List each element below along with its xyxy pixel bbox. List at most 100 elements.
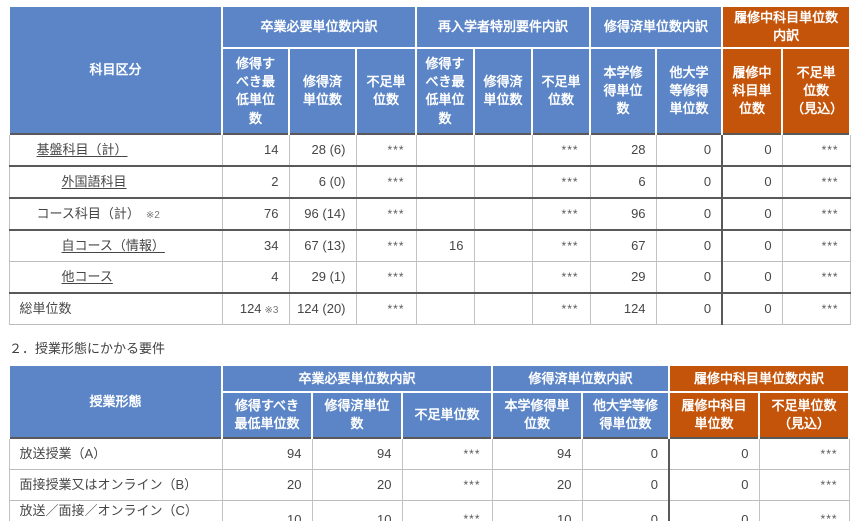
value-cell: 0 bbox=[655, 293, 723, 326]
value-cell: 67 bbox=[589, 230, 657, 263]
value-cell: 20 bbox=[221, 469, 312, 502]
value-cell: 4 bbox=[221, 261, 289, 295]
t1-group-graduation-required-units: 卒業必要単位数内訳 bbox=[220, 4, 418, 50]
t1-subheader-other-univ-earned: 他大学等修得単位数 bbox=[655, 47, 724, 135]
table-row: 他コース 4 29 (1) *** *** 29 0 0 *** bbox=[8, 261, 851, 295]
value-cell: *** bbox=[401, 437, 493, 471]
value-cell: 0 bbox=[655, 261, 723, 295]
t1-group-in-progress-units: 履修中科目単位数内訳 bbox=[721, 4, 852, 50]
value-cell: *** bbox=[531, 230, 591, 263]
value-cell: *** bbox=[781, 133, 851, 168]
row-label: 総単位数 bbox=[19, 300, 72, 316]
value-cell: 0 bbox=[721, 230, 783, 263]
value-cell: 124 bbox=[589, 293, 657, 326]
subject-link[interactable]: 自コース（情報） bbox=[61, 237, 165, 253]
value-cell: 0 bbox=[721, 293, 783, 326]
value-cell: *** bbox=[781, 166, 851, 200]
value-cell: *** bbox=[355, 230, 417, 263]
t2-group-in-progress-units: 履修中科目単位数内訳 bbox=[668, 364, 851, 394]
value-cell bbox=[415, 198, 475, 232]
value-cell: 29 (1) bbox=[288, 261, 356, 295]
value-cell: *** bbox=[781, 293, 851, 326]
value-cell: 67 (13) bbox=[288, 230, 356, 263]
row-label-cell: 放送／面接／オンライン（C）※4 bbox=[8, 500, 222, 521]
value-cell: *** bbox=[531, 133, 591, 168]
subject-link[interactable]: 他コース bbox=[61, 268, 113, 284]
row-label: コース科目（計） bbox=[36, 205, 140, 221]
row-label: 面接授業又はオンライン（B） bbox=[19, 476, 198, 492]
value-cell: 0 bbox=[655, 198, 723, 232]
row-label: 放送／面接／オンライン（C） bbox=[19, 503, 198, 519]
table-row: 総単位数 124 ※3 124 (20) *** *** 124 0 0 *** bbox=[8, 293, 851, 326]
value-cell: 0 bbox=[668, 437, 760, 471]
t2-subheader-expected-shortage: 不足単位数（見込） bbox=[758, 391, 851, 439]
subject-link[interactable]: 外国語科目 bbox=[61, 173, 127, 189]
subject-link[interactable]: 基盤科目（計） bbox=[36, 141, 128, 157]
row-label-cell: 放送授業（A） bbox=[8, 437, 222, 471]
value-cell: *** bbox=[781, 198, 851, 232]
value-cell: *** bbox=[355, 133, 417, 168]
value-cell: 0 bbox=[581, 469, 670, 502]
value-cell: 14 bbox=[221, 133, 289, 168]
t2-subheader-in-progress-units: 履修中科目単位数 bbox=[668, 391, 761, 439]
value-cell bbox=[473, 133, 533, 168]
table-row: コース科目（計） ※2 76 96 (14) *** *** 96 0 0 *** bbox=[8, 198, 851, 232]
value-cell: 28 (6) bbox=[288, 133, 356, 168]
value-cell: 76 bbox=[221, 198, 289, 232]
row-label-cell: 基盤科目（計） bbox=[8, 133, 222, 168]
value-cell: 6 (0) bbox=[288, 166, 356, 200]
t2-subheader-home-univ-earned: 本学修得単位数 bbox=[491, 391, 584, 439]
value-cell: 94 bbox=[491, 437, 583, 471]
value-cell: *** bbox=[531, 261, 591, 295]
value-cell: 0 bbox=[721, 198, 783, 232]
value-cell: *** bbox=[531, 198, 591, 232]
section2-title: ２．授業形態にかかる要件 bbox=[9, 341, 166, 357]
value-cell: 10 bbox=[311, 500, 402, 521]
table-row: 基盤科目（計） 14 28 (6) *** *** 28 0 0 *** bbox=[8, 133, 851, 168]
value-cell: 96 bbox=[589, 198, 657, 232]
value-cell bbox=[415, 261, 475, 295]
t1-subheader-earned: 修得済単位数 bbox=[288, 47, 357, 135]
t1-subheader-expected-shortage: 不足単位数（見込） bbox=[781, 47, 852, 135]
t2-group-earned-units: 修得済単位数内訳 bbox=[491, 364, 671, 394]
value-cell: 28 bbox=[589, 133, 657, 168]
value-cell: 96 (14) bbox=[288, 198, 356, 232]
value-cell: *** bbox=[355, 198, 417, 232]
value-cell: 0 bbox=[721, 133, 783, 168]
t2-body: 放送授業（A） 94 94 *** 94 0 0 *** 面接授業又はオンライン（B） 20 20 *… bbox=[8, 437, 850, 521]
value-cell: *** bbox=[531, 166, 591, 200]
value-cell: *** bbox=[781, 261, 851, 295]
value-cell bbox=[473, 166, 533, 200]
value-cell: 2 bbox=[221, 166, 289, 200]
row-label-cell: 総単位数 bbox=[8, 293, 222, 326]
t1-subheader-readmit-shortage: 不足単位数 bbox=[531, 47, 592, 135]
t1-header-subject-category: 科目区分 bbox=[8, 4, 223, 135]
table-row: 外国語科目 2 6 (0) *** *** 6 0 0 *** bbox=[8, 166, 851, 200]
value-cell bbox=[415, 133, 475, 168]
value-cell: *** bbox=[355, 261, 417, 295]
t2-subheader-shortage: 不足単位数 bbox=[400, 391, 494, 439]
row-label-cell: 他コース bbox=[8, 261, 222, 295]
table-row: 放送授業（A） 94 94 *** 94 0 0 *** bbox=[8, 437, 850, 471]
value-cell: 124 (20) bbox=[288, 293, 356, 326]
table-row: 自コース（情報） 34 67 (13) *** 16 *** 67 0 0 *** bbox=[8, 230, 851, 263]
value-cell: 34 bbox=[221, 230, 289, 263]
value-cell: 20 bbox=[311, 469, 402, 502]
t1-subheader-in-progress-units: 履修中科目単位数 bbox=[721, 47, 784, 135]
footnote-marker: ※2 bbox=[145, 209, 160, 221]
subject-category-units-table: 科目区分 卒業必要単位数内訳 再入学者特別要件内訳 修得済単位数内訳 履修中科目… bbox=[8, 4, 852, 326]
value-cell: 94 bbox=[311, 437, 402, 471]
row-label-cell: 面接授業又はオンライン（B） bbox=[8, 469, 222, 502]
value-cell: *** bbox=[401, 469, 493, 502]
value-cell: 0 bbox=[581, 500, 670, 521]
t1-subheader-home-univ-earned: 本学修得単位数 bbox=[589, 47, 658, 135]
value-cell bbox=[473, 293, 533, 326]
t2-header-class-format: 授業形態 bbox=[8, 364, 223, 439]
value-cell: 0 bbox=[721, 166, 783, 200]
value-cell bbox=[473, 261, 533, 295]
value-cell: 0 bbox=[581, 437, 670, 471]
value-cell: 29 bbox=[589, 261, 657, 295]
t2-subheader-other-univ-earned: 他大学等修得単位数 bbox=[581, 391, 671, 439]
